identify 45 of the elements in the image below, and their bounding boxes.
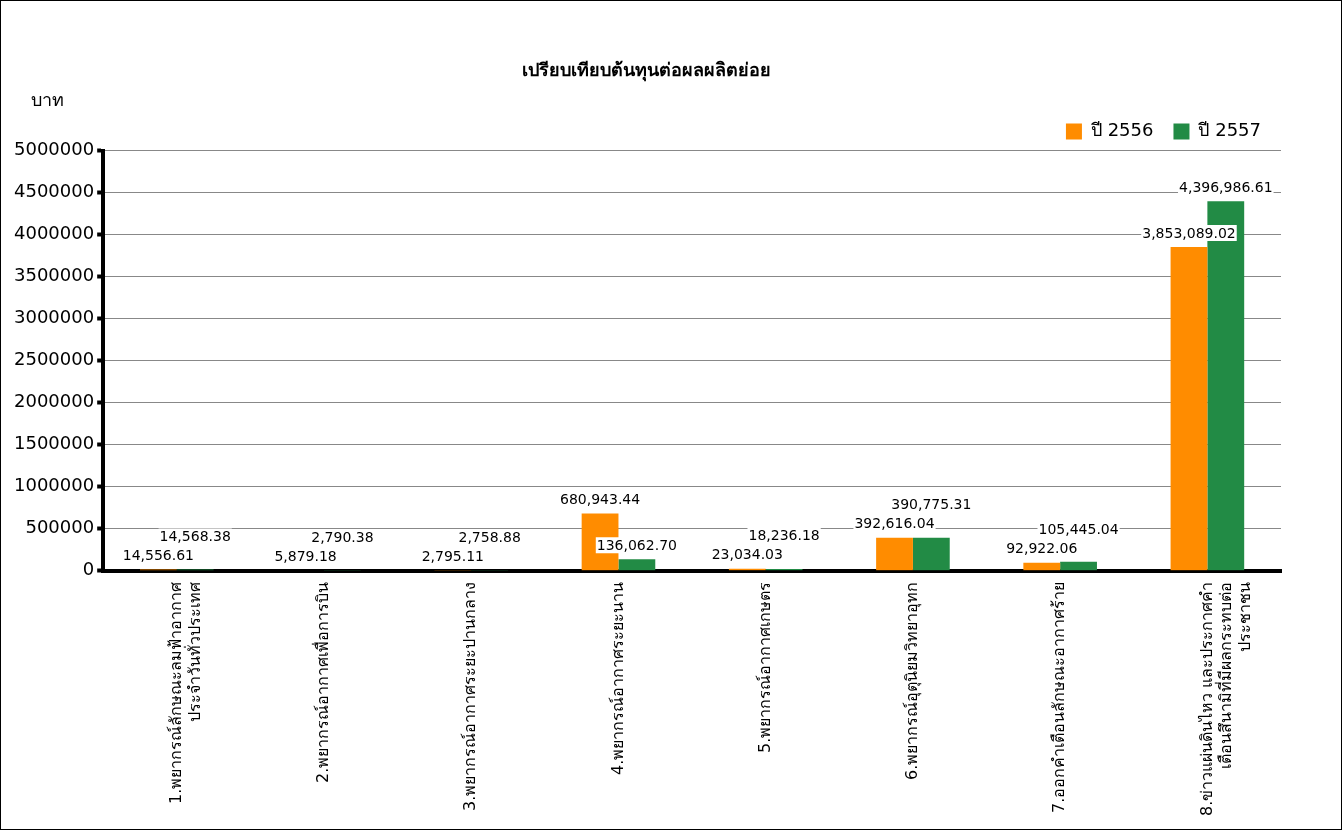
bar [876, 537, 913, 571]
data-label: 105,445.04 [1038, 521, 1119, 538]
x-tick-label: 4.พยากรณ์อากาศระยะนาน [607, 581, 627, 775]
data-label: 4,396,986.61 [1179, 178, 1273, 195]
data-label: 5,879.18 [274, 547, 337, 564]
y-tick-label: 0 [82, 558, 95, 580]
bar [1060, 561, 1097, 571]
bar [618, 559, 656, 571]
bar [1170, 246, 1208, 571]
y-tick-label: 4000000 [13, 222, 95, 244]
x-tick-label: 8.ข่าวแผ่นดินไหว และประกาศคำ เตือนสึนามิที่มีผลกระทบต่อ ประชาชน [1196, 581, 1254, 817]
x-tick-label: 6.พยากรณ์อุตุนิยมวิทยาอุทก [902, 581, 923, 780]
y-tick-label: 5000000 [13, 138, 95, 160]
data-label: 2,795.11 [421, 548, 485, 565]
x-tick-label: 2.พยากรณ์อากาศเพื่อการบิน [311, 581, 333, 783]
chart-title: เปรียบเทียบต้นทุนต่อผลผลิตย่อย [521, 59, 771, 83]
x-tick-label: 3.พยากรณ์อากาศระยะปานกลาง [460, 581, 480, 811]
data-label: 14,556.61 [122, 547, 195, 564]
data-label: 390,775.31 [891, 496, 972, 513]
data-label: 23,034.03 [711, 546, 783, 563]
data-label: 680,943.44 [559, 491, 641, 508]
y-tick-label: 2500000 [13, 348, 95, 370]
y-tick-label: 3000000 [13, 306, 95, 328]
y-tick-label: 1500000 [13, 432, 95, 454]
y-tick-label: 3500000 [13, 264, 95, 286]
data-label: 392,616.04 [854, 515, 935, 532]
bar [912, 537, 950, 571]
data-label: 92,922.06 [1006, 540, 1078, 557]
legend-label: ปี 2556 [1090, 119, 1154, 141]
bar [1023, 562, 1061, 571]
y-tick-label: 500000 [25, 516, 95, 538]
y-tick-label: 1000000 [13, 474, 95, 496]
x-tick-label: 7.ออกคำเตือนลักษณะอากาศร้าย [1049, 581, 1069, 813]
x-tick-label: 5.พยากรณ์อากาศเกษตร [754, 581, 774, 753]
data-label: 14,568.38 [159, 528, 231, 545]
y-tick-label: 4500000 [13, 180, 95, 202]
y-tick-label: 2000000 [13, 390, 95, 412]
data-label: 136,062.70 [596, 536, 677, 553]
data-label: 18,236.18 [748, 527, 820, 544]
y-axis-title: บาท [31, 89, 64, 111]
data-label: 2,758.88 [458, 529, 521, 546]
data-label: 2,790.38 [311, 528, 374, 545]
x-tick-label: 1.พยากรณ์ลักษณะลมฟ้าอากาศ ประจำวันทั่วประเทศ [165, 581, 205, 804]
legend-label: ปี 2557 [1198, 119, 1261, 141]
data-label: 3,853,089.02 [1142, 224, 1236, 241]
